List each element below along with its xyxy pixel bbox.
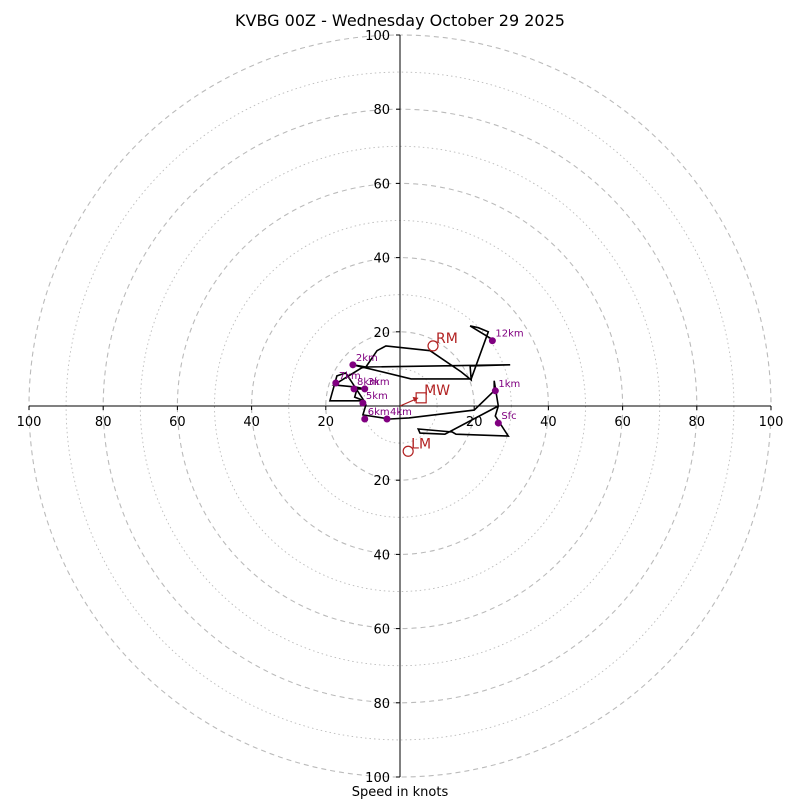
y-tick-label: 80 <box>373 103 390 118</box>
y-tick-label: 40 <box>373 548 390 563</box>
x-axis-label: Speed in knots <box>352 785 449 800</box>
x-tick-label: 80 <box>95 415 112 430</box>
height-marker <box>491 387 499 395</box>
x-tick-label: 80 <box>689 415 706 430</box>
storm-motion-markers: RM LM MW <box>399 331 458 457</box>
height-label: 3km <box>368 377 390 388</box>
wind-trace <box>328 325 511 437</box>
y-tick-label: 60 <box>373 177 390 192</box>
height-marker <box>332 379 340 387</box>
height-marker <box>350 385 358 393</box>
storm-motion-marker <box>402 445 414 457</box>
height-marker <box>361 385 369 393</box>
y-tick-label: 100 <box>365 29 390 44</box>
y-tick-label: 20 <box>373 326 390 341</box>
y-tick-label: 40 <box>373 252 390 267</box>
tick-labels: 100 80 60 40 20 20 40 60 80 100 20 40 60 80 100 20 40 60 8… <box>17 29 784 786</box>
chart-title: KVBG 00Z - Wednesday October 29 2025 <box>235 11 565 30</box>
x-tick-label: 100 <box>759 415 784 430</box>
height-label: 1km <box>498 379 520 390</box>
x-tick-label: 40 <box>540 415 557 430</box>
height-label: 12km <box>495 329 523 340</box>
hodograph-trace <box>328 325 511 437</box>
y-tick-label: 80 <box>373 697 390 712</box>
height-marker <box>359 399 367 407</box>
y-tick-label: 100 <box>365 771 390 786</box>
y-tick-label: 20 <box>373 474 390 489</box>
height-label: 7km <box>339 371 361 382</box>
x-tick-label: 100 <box>17 415 42 430</box>
mean-wind-marker <box>415 392 427 404</box>
x-tick-label: 60 <box>614 415 631 430</box>
height-marker <box>488 337 496 345</box>
height-label: 2km <box>356 353 378 364</box>
x-tick-label: 20 <box>318 415 335 430</box>
storm-motion-marker <box>427 340 439 352</box>
height-marker <box>349 361 357 369</box>
height-label: 8km <box>357 377 379 388</box>
x-tick-label: 60 <box>169 415 186 430</box>
storm-motion-label: MW <box>424 383 450 399</box>
x-tick-label: 20 <box>466 415 483 430</box>
height-label: 5km <box>366 391 388 402</box>
height-label: Sfc <box>501 411 516 422</box>
mean-wind-arrow <box>399 398 417 407</box>
x-tick-label: 40 <box>243 415 260 430</box>
height-marker <box>361 415 369 423</box>
height-label: 6km <box>368 407 390 418</box>
height-marker <box>494 419 502 427</box>
storm-motion-label: LM <box>411 436 431 452</box>
height-marker <box>383 415 391 423</box>
y-tick-label: 60 <box>373 623 390 638</box>
height-label: 4km <box>390 407 412 418</box>
storm-motion-label: RM <box>436 331 458 347</box>
